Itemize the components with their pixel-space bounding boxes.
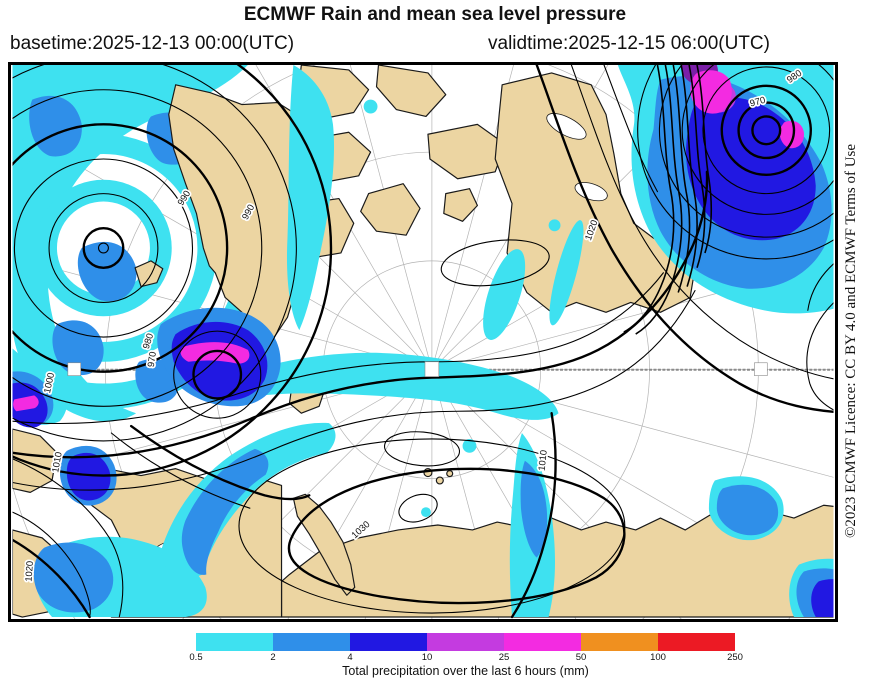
rain2-kara-core [520, 460, 548, 558]
landmass-arctic-island-2 [375, 65, 447, 118]
isobar-main-bold [12, 170, 709, 459]
isobar-label-970: 970 [145, 351, 158, 368]
isobar-iceland-low [173, 330, 262, 419]
rain-spot-5 [462, 438, 477, 453]
legend-tick-2: 2 [270, 652, 276, 663]
rain-spot-1 [296, 187, 313, 204]
rain-streak-1 [483, 249, 526, 340]
rain2-scand-2 [33, 542, 114, 613]
rain-spot-2 [309, 215, 322, 228]
rain5-storm-magenta-1 [690, 70, 732, 114]
legend-band-100 [658, 633, 735, 651]
isobar-label-1020: 1020 [23, 560, 35, 582]
rain-streak-2 [549, 220, 584, 326]
isobar-main-thin-south [12, 290, 696, 491]
legend-band-2 [273, 633, 350, 651]
legend-tick-4: 4 [347, 652, 353, 663]
precipitation-legend-bar [196, 633, 735, 651]
precipitation-legend-title: Total precipitation over the last 6 hour… [342, 664, 589, 678]
map-frame: 990 990 980 970 1000 1010 1020 970 980 1020 1010 10… [8, 62, 838, 622]
precipitation-legend-ticks: 0.5 2 4 10 25 50 100 250 [189, 652, 743, 664]
legend-tick-50: 50 [575, 652, 587, 663]
legend-band-10 [427, 633, 504, 651]
polar-weather-map: 9909909809701000101010209709801020101010… [12, 65, 834, 619]
landmass-baffin-island [134, 260, 164, 288]
isobar-oval-north [440, 239, 550, 287]
isobar-right-hook-2 [807, 263, 834, 311]
legend-tick-250: 250 [727, 652, 743, 663]
isobar-west-bold [12, 538, 91, 619]
rain5-iceland-magenta [180, 342, 250, 364]
isobar-scand-thin [110, 432, 251, 509]
landmasses [12, 65, 834, 618]
landmass-siberia-coast [280, 504, 834, 618]
landmass-franz-josef-3 [446, 470, 454, 478]
isobar-1020-east [535, 65, 834, 413]
legend-band-4 [350, 633, 427, 651]
legend-band-25 [504, 633, 581, 651]
legend-tick-25: 25 [498, 652, 510, 663]
validtime-label: validtime:2025-12-15 06:00(UTC) [488, 33, 770, 54]
isobar-high-outer [238, 438, 626, 614]
isobar-1020-west [12, 511, 91, 618]
rain-spot-3 [363, 99, 378, 114]
isobar-atlantic-low [12, 65, 333, 477]
rain-spot-6 [421, 507, 431, 518]
isobar-right-hook-1 [806, 302, 834, 411]
isobars [12, 65, 834, 619]
isobar-1010-west [12, 458, 124, 618]
legend-band-50 [581, 633, 658, 651]
copyright-notice: ©2023 ECMWF Licence: CC BY 4.0 and ECMWF… [843, 143, 859, 539]
legend-tick-100: 100 [650, 652, 666, 663]
chart-title: ECMWF Rain and mean sea level pressure [243, 4, 627, 25]
isobar-label-1010: 1010 [536, 449, 549, 471]
basetime-label: basetime:2025-12-13 00:00(UTC) [10, 33, 295, 54]
legend-tick-0.5: 0.5 [189, 652, 203, 663]
rain-spot-4 [548, 219, 561, 232]
isobar-scand-trough [129, 424, 311, 501]
isobar-siberian-high [287, 467, 626, 605]
isobar-main-thin-north [12, 272, 664, 425]
rain5-storm-magenta-2 [779, 120, 804, 149]
isobar-1010-east [510, 412, 557, 619]
isobar-east-thin-2 [603, 65, 659, 193]
landmass-franz-josef-2 [435, 476, 444, 485]
rain5-west-uk-magenta [13, 395, 39, 412]
rain2-bering [716, 484, 779, 536]
landmass-arctic-island-6 [427, 123, 506, 180]
legend-band-0.5 [196, 633, 273, 651]
legend-tick-10: 10 [421, 652, 433, 663]
graticule-tick-boxes [67, 361, 768, 377]
isobar-east-thin-1 [570, 65, 834, 380]
rain3-scand-core [66, 452, 111, 501]
isobar-storm-low [637, 65, 834, 260]
isobar-oval-pole [383, 431, 461, 467]
rain-polar-band [237, 352, 559, 420]
landmass-arctic-island-4 [360, 183, 421, 236]
landmass-arctic-island-7 [443, 188, 479, 222]
rain2-norwegian-core [181, 448, 269, 575]
isobar-high-inner [398, 493, 438, 523]
rain3-bottom-right-core [811, 579, 834, 618]
